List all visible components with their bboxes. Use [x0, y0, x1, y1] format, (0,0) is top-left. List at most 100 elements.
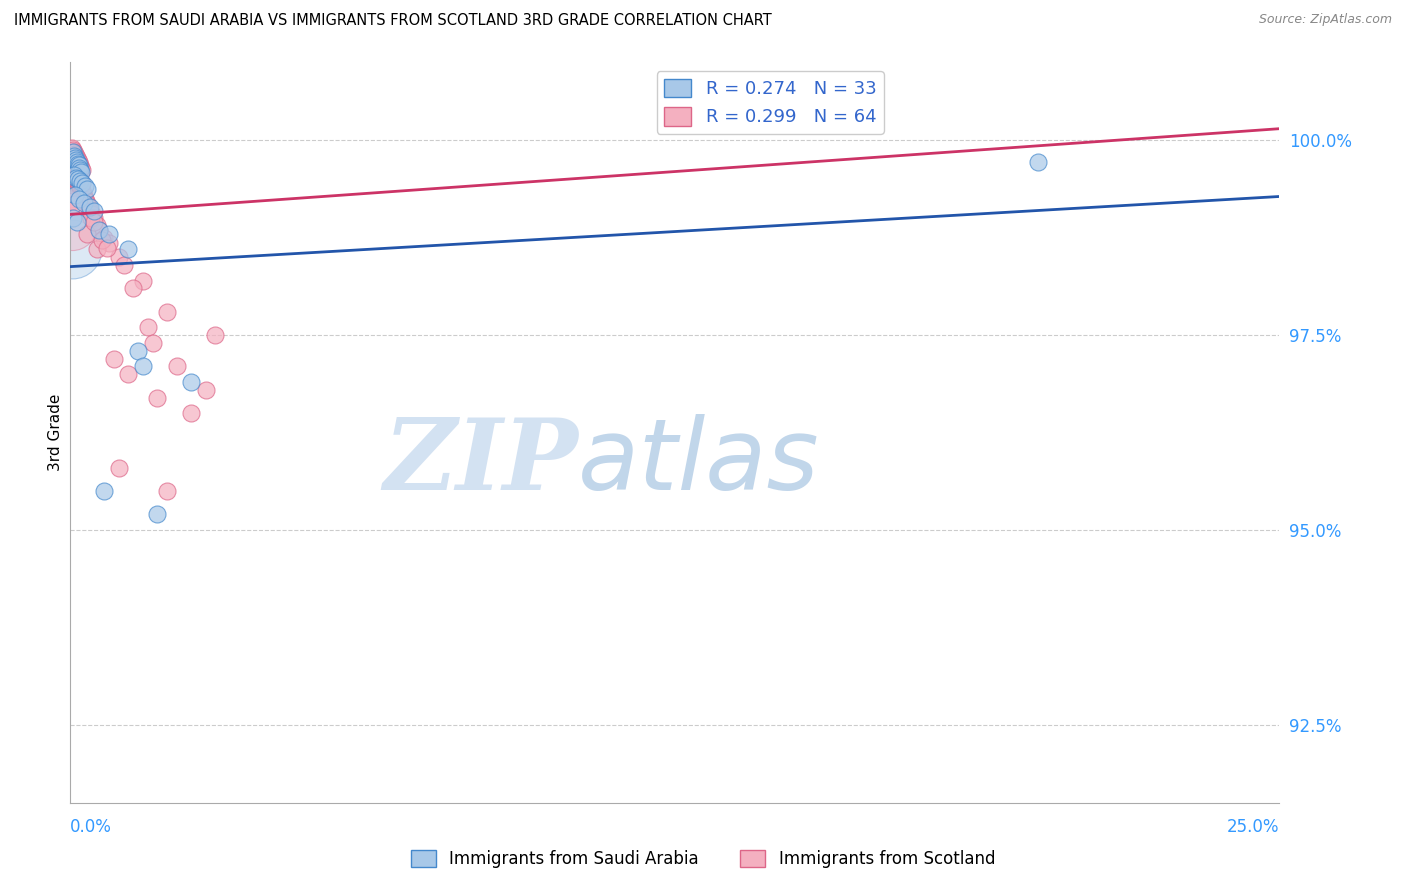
Point: [63, 197, 86, 211]
Point: [73, 195, 96, 210]
Point: [80, 207, 103, 221]
Point: [66, 157, 89, 171]
Point: [86, 218, 108, 232]
Point: [63, 169, 86, 183]
Point: [65, 155, 87, 169]
Point: [122, 281, 145, 295]
Point: [166, 359, 188, 374]
Point: [107, 250, 129, 264]
Point: [65, 151, 87, 165]
Text: 0.0%: 0.0%: [70, 818, 112, 836]
Point: [67, 158, 90, 172]
Point: [79, 203, 101, 218]
Text: ZIP: ZIP: [384, 414, 578, 510]
Point: [66, 174, 89, 188]
Point: [63, 188, 86, 202]
Point: [89, 223, 111, 237]
Point: [204, 328, 226, 343]
Point: [180, 375, 202, 389]
Point: [60, 243, 83, 257]
Point: [132, 359, 155, 374]
Point: [70, 182, 93, 196]
Point: [63, 147, 86, 161]
Point: [65, 170, 87, 185]
Point: [83, 203, 105, 218]
Point: [76, 182, 98, 196]
Point: [60, 194, 83, 209]
Point: [70, 161, 93, 175]
Point: [194, 383, 217, 397]
Point: [62, 149, 84, 163]
Point: [112, 258, 135, 272]
Point: [141, 336, 163, 351]
Point: [69, 157, 91, 171]
Point: [69, 180, 91, 194]
Point: [73, 189, 96, 203]
Point: [98, 227, 121, 241]
Point: [156, 484, 179, 499]
Point: [63, 151, 86, 165]
Point: [90, 233, 112, 247]
Point: [62, 145, 84, 159]
Point: [60, 141, 83, 155]
Point: [117, 243, 139, 257]
Point: [86, 243, 108, 257]
Point: [103, 351, 125, 366]
Point: [60, 192, 83, 206]
Point: [60, 219, 83, 233]
Point: [72, 176, 94, 190]
Point: [146, 391, 169, 405]
Point: [72, 186, 94, 201]
Point: [117, 367, 139, 381]
Text: Source: ZipAtlas.com: Source: ZipAtlas.com: [1258, 13, 1392, 27]
Point: [63, 169, 86, 183]
Point: [72, 176, 94, 190]
Point: [66, 153, 89, 167]
Point: [62, 145, 84, 159]
Point: [75, 194, 97, 209]
Point: [76, 227, 98, 241]
Point: [60, 164, 83, 178]
Point: [93, 231, 115, 245]
Point: [72, 163, 94, 178]
Point: [63, 170, 86, 185]
Point: [67, 172, 90, 186]
Point: [66, 169, 89, 183]
Point: [156, 305, 179, 319]
Point: [73, 178, 96, 193]
Point: [89, 223, 111, 237]
Point: [127, 343, 149, 358]
Point: [69, 158, 91, 172]
Point: [146, 508, 169, 522]
Text: atlas: atlas: [578, 414, 820, 511]
Text: IMMIGRANTS FROM SAUDI ARABIA VS IMMIGRANTS FROM SCOTLAND 3RD GRADE CORRELATION C: IMMIGRANTS FROM SAUDI ARABIA VS IMMIGRAN…: [14, 13, 772, 29]
Point: [83, 215, 105, 229]
Point: [69, 174, 91, 188]
Point: [62, 211, 84, 226]
Point: [180, 406, 202, 420]
Point: [69, 163, 91, 178]
Point: [62, 143, 84, 157]
Text: 25.0%: 25.0%: [1227, 818, 1279, 836]
Point: [79, 200, 101, 214]
Point: [65, 149, 87, 163]
Point: [96, 241, 118, 255]
Point: [67, 178, 90, 193]
Point: [62, 166, 84, 180]
Point: [79, 211, 101, 226]
Y-axis label: 3rd Grade: 3rd Grade: [48, 394, 63, 471]
Point: [65, 172, 87, 186]
Point: [1026, 155, 1049, 169]
Point: [65, 153, 87, 167]
Legend: Immigrants from Saudi Arabia, Immigrants from Scotland: Immigrants from Saudi Arabia, Immigrants…: [404, 843, 1002, 875]
Point: [83, 211, 105, 226]
Point: [67, 155, 90, 169]
Point: [98, 236, 121, 251]
Point: [69, 161, 91, 175]
Point: [136, 320, 159, 334]
Point: [70, 164, 93, 178]
Legend: R = 0.274   N = 33, R = 0.299   N = 64: R = 0.274 N = 33, R = 0.299 N = 64: [657, 71, 883, 134]
Point: [73, 192, 96, 206]
Point: [67, 192, 90, 206]
Point: [107, 460, 129, 475]
